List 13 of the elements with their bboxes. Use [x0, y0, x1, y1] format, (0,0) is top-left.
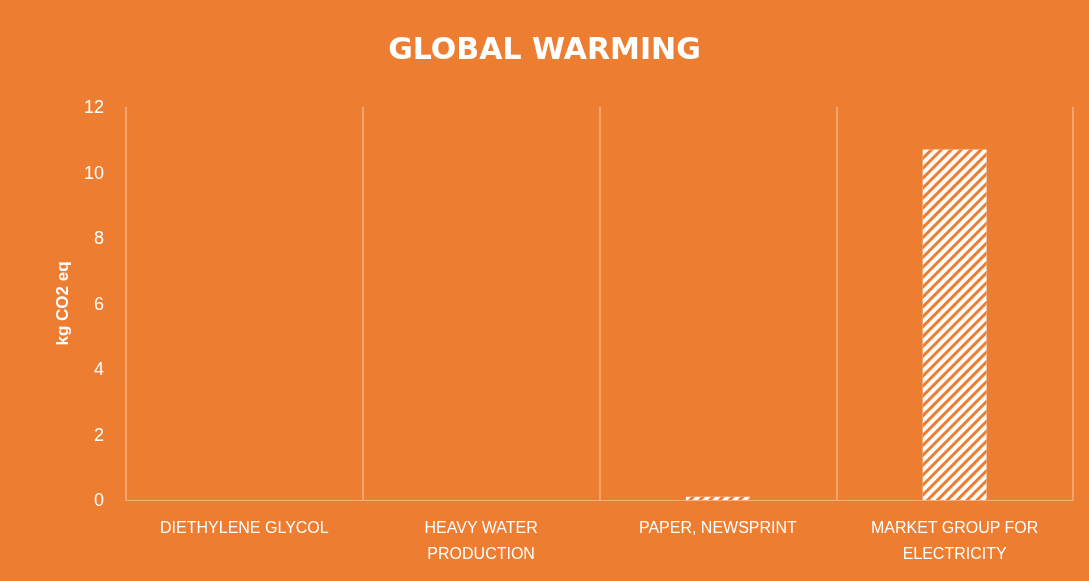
- x-tick-label: DIETHYLENE GLYCOL: [160, 518, 329, 536]
- chart-title: GLOBAL WARMING: [388, 30, 701, 66]
- y-tick-label: 4: [93, 359, 104, 379]
- x-tick-label: HEAVY WATER PRODUCTION: [424, 518, 538, 562]
- y-tick-label: 12: [83, 97, 104, 117]
- y-tick-label: 2: [93, 424, 104, 445]
- y-axis-title: kg CO2 eq: [53, 261, 72, 346]
- y-tick-label: 8: [93, 228, 104, 248]
- y-tick-label: 10: [83, 162, 104, 183]
- x-tick-label: MARKET GROUP FOR ELECTRICITY: [870, 518, 1039, 562]
- y-tick-label: 6: [93, 293, 104, 314]
- x-tick-label: PAPER, NEWSPRINT: [638, 518, 798, 536]
- y-tick-label: 0: [93, 490, 104, 510]
